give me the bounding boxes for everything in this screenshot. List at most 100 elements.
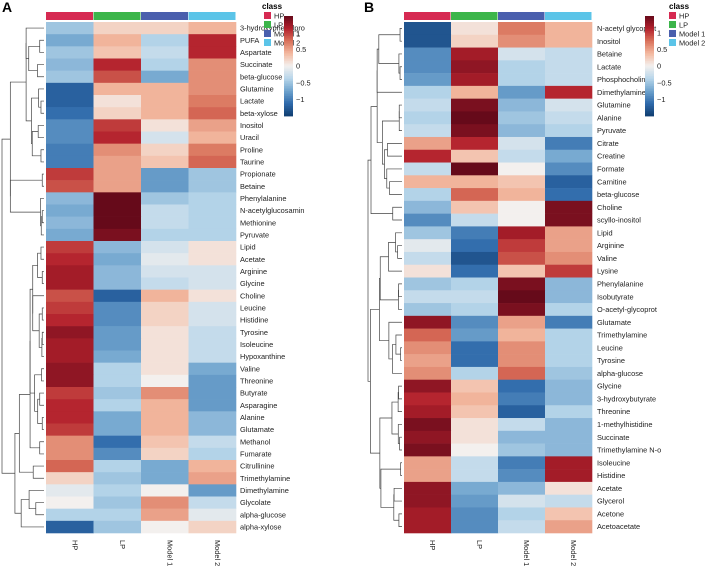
heatmap-cell (545, 47, 593, 61)
dendrogram-branch (398, 111, 402, 131)
heatmap-cell (93, 22, 142, 35)
row-label: Acetate (240, 255, 265, 264)
dendrogram-branch (41, 368, 44, 382)
heatmap-cell (498, 277, 546, 291)
heatmap-cell (404, 136, 452, 151)
colorbar-tick-label: 0 (296, 62, 300, 71)
heatmap-cell (188, 460, 237, 473)
legend-label: Model 1 (679, 30, 705, 39)
colorbar-segment (284, 51, 293, 54)
heatmap-cell (451, 264, 499, 278)
heatmap-cell (545, 315, 593, 329)
heatmap-cell (451, 290, 499, 304)
heatmap-cell (545, 34, 593, 48)
colorbar-segment (645, 29, 654, 32)
colorbar-segment (284, 99, 293, 102)
legend-title: class (669, 2, 690, 11)
colorbar-segment (645, 69, 654, 72)
heatmap-cell (93, 82, 142, 96)
heatmap-cell (545, 149, 593, 163)
colorbar-segment (284, 61, 293, 64)
row-label: Betaine (597, 50, 622, 59)
heatmap-cell (498, 507, 546, 521)
row-label: 3-hydroxybutyrate (597, 394, 656, 403)
heatmap-cell (188, 399, 237, 412)
heatmap-cell (404, 481, 452, 495)
heatmap-cell (188, 180, 237, 193)
heatmap-cell (93, 338, 142, 351)
heatmap-cell (188, 411, 237, 424)
dendrogram-branch (397, 245, 402, 259)
colorbar-segment (284, 72, 293, 75)
colorbar-segment (645, 49, 654, 52)
heatmap-cell (46, 107, 94, 120)
dendrogram-branch (1, 138, 15, 474)
heatmap-cell (188, 435, 237, 449)
heatmap-cell (188, 119, 237, 132)
heatmap-cell (93, 131, 142, 144)
colorbar-segment (645, 21, 654, 24)
colorbar-segment (284, 81, 293, 84)
row-label: Alanine (240, 413, 265, 422)
heatmap-cell (141, 119, 189, 132)
dendrogram-branch (400, 347, 402, 361)
heatmap-cell (188, 204, 237, 217)
heatmap-cell (404, 239, 452, 253)
heatmap-cell (141, 155, 189, 169)
heatmap-cell (46, 58, 94, 71)
colorbar-segment (284, 101, 293, 104)
heatmap-cell (545, 469, 593, 483)
heatmap-cell (188, 508, 237, 522)
heatmap-cell (404, 73, 452, 87)
heatmap-panel-a: A 3-hydroxyphenylpro PUFA Aspartate Succinat… (1, 0, 311, 566)
heatmap-cell (46, 180, 94, 193)
colorbar-segment (284, 71, 293, 74)
heatmap-cell (404, 354, 452, 368)
heatmap-cell (404, 213, 452, 227)
heatmap-cell (545, 73, 593, 87)
heatmap-cell (93, 374, 142, 388)
heatmap-cell (545, 251, 593, 266)
row-label: Acetoacetate (597, 522, 640, 531)
heatmap-cell (93, 95, 142, 108)
heatmap-cell (188, 34, 237, 47)
row-label: 3-hydroxyphenylpro (240, 24, 305, 33)
dendrogram-branch (398, 283, 402, 298)
heatmap-cell (404, 22, 452, 36)
heatmap-cell (141, 22, 189, 35)
row-label: scyllo-inositol (597, 216, 641, 225)
heatmap-cell (93, 180, 142, 193)
heatmap-cell (545, 418, 593, 432)
heatmap-cell (141, 70, 189, 84)
heatmap-cell (451, 34, 499, 48)
heatmap-cell (545, 430, 593, 444)
colorbar-segment (645, 56, 654, 59)
colorbar-segment (645, 37, 654, 40)
heatmap-cell (498, 85, 546, 99)
colorbar-segment (284, 87, 293, 90)
heatmap-cell (451, 456, 499, 470)
colorbar-segment (645, 19, 654, 22)
row-label: Glutamate (597, 318, 631, 327)
heatmap-cell (451, 341, 499, 355)
column-label: Model 1 (522, 540, 531, 566)
heatmap-cell (498, 520, 546, 534)
colorbar-segment (284, 112, 293, 115)
heatmap-cell (188, 447, 237, 461)
heatmap-cell (93, 241, 142, 254)
colorbar-segment (284, 89, 293, 92)
heatmap-cell (498, 328, 546, 342)
heatmap-cell (93, 399, 142, 412)
heatmap-cell (498, 239, 546, 253)
heatmap-cell (46, 253, 94, 266)
dendrogram-branch (41, 331, 44, 345)
heatmap-cell (498, 494, 546, 508)
heatmap-cell (188, 326, 237, 339)
heatmap-cell (188, 277, 237, 290)
heatmap-cell (46, 484, 94, 497)
heatmap-cell (141, 192, 189, 205)
heatmap-cell (451, 366, 499, 380)
dendrogram-branch (376, 70, 383, 143)
heatmap-cell (545, 303, 593, 317)
heatmap-cell (404, 328, 452, 342)
